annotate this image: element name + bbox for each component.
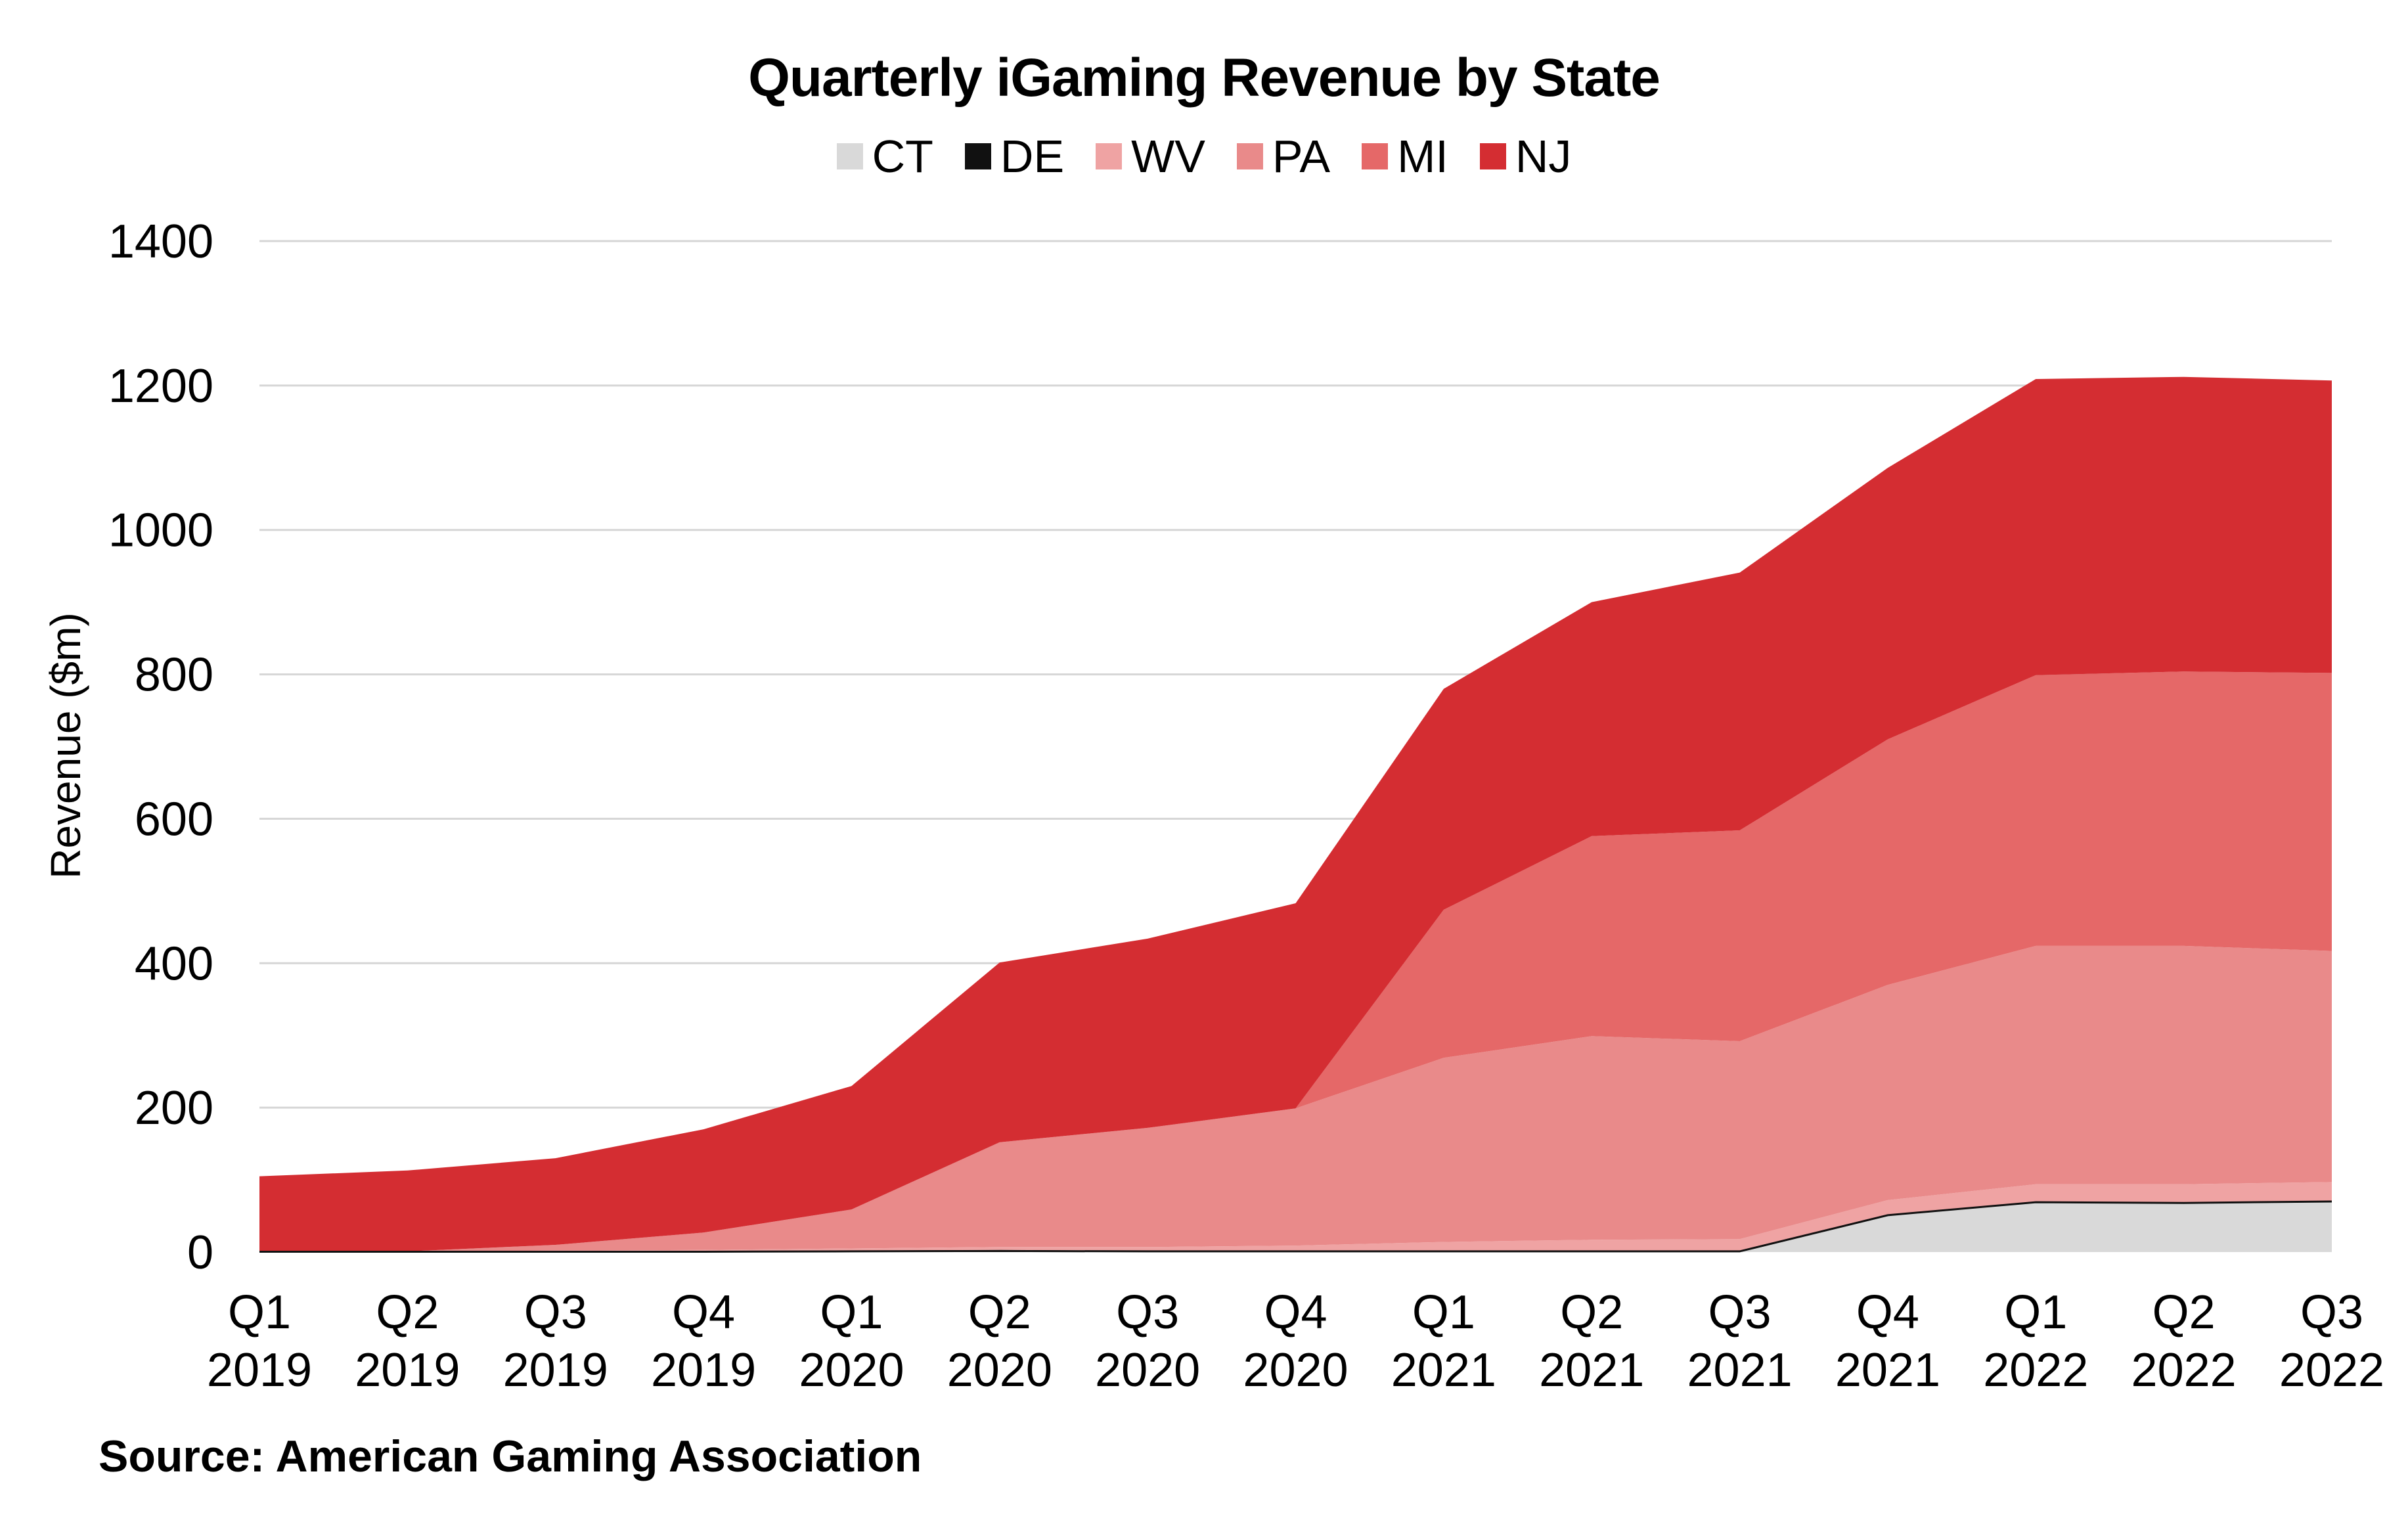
series-area-nj xyxy=(259,376,2332,1251)
source-note: Source: American Gaming Association xyxy=(99,1431,922,1481)
y-tick-label-200: 200 xyxy=(135,1082,213,1134)
x-tick-label-q2-2019-quarter: Q2 xyxy=(376,1286,439,1339)
x-tick-label-q3-2020-quarter: Q3 xyxy=(1116,1286,1179,1339)
legend-label-mi: MI xyxy=(1397,131,1448,182)
y-tick-label-1200: 1200 xyxy=(108,360,213,413)
x-tick-label-q3-2021-quarter: Q3 xyxy=(1708,1286,1772,1339)
y-tick-label-0: 0 xyxy=(187,1226,213,1279)
legend-swatch-nj xyxy=(1479,143,1506,169)
x-tick-label-q2-2019-year: 2019 xyxy=(355,1344,460,1397)
x-tick-label-q3-2019-quarter: Q3 xyxy=(524,1286,587,1339)
x-tick-label-q2-2022-year: 2022 xyxy=(2131,1344,2237,1397)
x-tick-label-q3-2022-quarter: Q3 xyxy=(2300,1286,2363,1339)
x-tick-label-q4-2019-quarter: Q4 xyxy=(672,1286,735,1339)
legend-item-ct: CT xyxy=(836,130,933,183)
legend-label-nj: NJ xyxy=(1515,131,1572,182)
legend-label-pa: PA xyxy=(1272,131,1331,182)
x-tick-label-q1-2019-quarter: Q1 xyxy=(228,1286,291,1339)
legend-item-nj: NJ xyxy=(1479,130,1572,183)
x-tick-label-q1-2020-quarter: Q1 xyxy=(820,1286,883,1339)
legend-label-de: DE xyxy=(1000,131,1065,182)
series-line-de xyxy=(259,1200,2332,1253)
series-area-ct xyxy=(259,1202,2332,1252)
legend: CT DE WV PA MI NJ xyxy=(0,130,2408,183)
x-tick-label-q4-2019-year: 2019 xyxy=(651,1344,756,1397)
x-tick-label-q1-2019-year: 2019 xyxy=(207,1344,312,1397)
y-tick-label-1000: 1000 xyxy=(108,505,213,557)
x-tick-label-q3-2019-year: 2019 xyxy=(503,1344,608,1397)
x-tick-label-q2-2020-quarter: Q2 xyxy=(968,1286,1031,1339)
legend-item-pa: PA xyxy=(1236,130,1331,183)
series-area-wv xyxy=(259,1182,2332,1251)
legend-swatch-wv xyxy=(1096,143,1123,169)
y-tick-label-800: 800 xyxy=(135,649,213,702)
x-tick-label-q2-2021-year: 2021 xyxy=(1539,1344,1644,1397)
series-area-pa xyxy=(259,945,2332,1251)
y-tick-label-400: 400 xyxy=(135,937,213,990)
x-tick-label-q2-2021-quarter: Q2 xyxy=(1560,1286,1623,1339)
legend-item-de: DE xyxy=(964,130,1065,183)
x-tick-label-q4-2021-year: 2021 xyxy=(1835,1344,1940,1397)
legend-swatch-ct xyxy=(836,143,863,169)
y-tick-label-600: 600 xyxy=(135,793,213,845)
legend-item-mi: MI xyxy=(1362,130,1448,183)
legend-item-wv: WV xyxy=(1096,130,1205,183)
y-tick-label-1400: 1400 xyxy=(108,215,213,268)
series-area-mi xyxy=(259,671,2332,1251)
x-tick-label-q1-2021-quarter: Q1 xyxy=(1412,1286,1475,1339)
x-tick-label-q2-2022-quarter: Q2 xyxy=(2152,1286,2216,1339)
legend-swatch-pa xyxy=(1236,143,1263,169)
x-tick-label-q1-2022-year: 2022 xyxy=(1983,1344,2088,1397)
x-tick-label-q4-2021-quarter: Q4 xyxy=(1856,1286,1919,1339)
legend-swatch-de xyxy=(964,143,991,169)
x-tick-label-q1-2020-year: 2020 xyxy=(799,1344,904,1397)
x-tick-label-q3-2020-year: 2020 xyxy=(1095,1344,1200,1397)
x-tick-label-q4-2020-year: 2020 xyxy=(1243,1344,1348,1397)
chart-title: Quarterly iGaming Revenue by State xyxy=(748,48,1661,108)
y-axis-label: Revenue ($m) xyxy=(42,612,89,879)
legend-label-ct: CT xyxy=(872,131,933,182)
x-tick-label-q3-2022-year: 2022 xyxy=(2279,1344,2384,1397)
x-tick-label-q1-2022-quarter: Q1 xyxy=(2004,1286,2067,1339)
legend-swatch-mi xyxy=(1362,143,1389,169)
x-tick-label-q4-2020-quarter: Q4 xyxy=(1264,1286,1327,1339)
x-tick-label-q2-2020-year: 2020 xyxy=(947,1344,1052,1397)
legend-label-wv: WV xyxy=(1131,131,1205,182)
x-tick-label-q3-2021-year: 2021 xyxy=(1687,1344,1792,1397)
x-tick-label-q1-2021-year: 2021 xyxy=(1391,1344,1496,1397)
